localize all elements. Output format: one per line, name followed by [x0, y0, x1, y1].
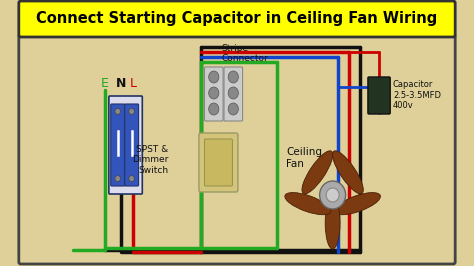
Text: Connect Starting Capacitor in Ceiling Fan Wiring: Connect Starting Capacitor in Ceiling Fa…	[36, 11, 438, 27]
Circle shape	[129, 176, 135, 182]
Text: Ceiling
Fan: Ceiling Fan	[286, 147, 322, 169]
FancyBboxPatch shape	[19, 35, 455, 264]
Ellipse shape	[302, 151, 333, 194]
Ellipse shape	[209, 103, 219, 115]
FancyBboxPatch shape	[204, 67, 223, 121]
FancyBboxPatch shape	[19, 1, 455, 37]
FancyBboxPatch shape	[224, 67, 243, 121]
Ellipse shape	[228, 71, 238, 83]
Text: E: E	[101, 77, 109, 90]
FancyBboxPatch shape	[368, 77, 390, 114]
Circle shape	[129, 109, 135, 114]
FancyBboxPatch shape	[204, 139, 232, 186]
Circle shape	[319, 181, 346, 209]
FancyBboxPatch shape	[111, 104, 125, 186]
Ellipse shape	[209, 71, 219, 83]
Circle shape	[115, 109, 120, 114]
Ellipse shape	[228, 103, 238, 115]
FancyBboxPatch shape	[199, 133, 238, 192]
Circle shape	[326, 188, 339, 202]
Ellipse shape	[228, 87, 238, 99]
Ellipse shape	[334, 193, 381, 215]
Text: L: L	[129, 77, 137, 90]
Text: SPST &
Dimmer
Switch: SPST & Dimmer Switch	[132, 145, 168, 175]
Text: Capacitor
2.5-3.5MFD
400v: Capacitor 2.5-3.5MFD 400v	[393, 80, 441, 110]
Ellipse shape	[209, 87, 219, 99]
Ellipse shape	[332, 151, 364, 194]
Text: N: N	[116, 77, 126, 90]
FancyBboxPatch shape	[109, 96, 142, 194]
Ellipse shape	[325, 197, 340, 249]
FancyBboxPatch shape	[125, 104, 138, 186]
Text: Stripe
Connector: Stripe Connector	[221, 44, 268, 63]
Circle shape	[115, 176, 120, 182]
Ellipse shape	[285, 193, 331, 215]
